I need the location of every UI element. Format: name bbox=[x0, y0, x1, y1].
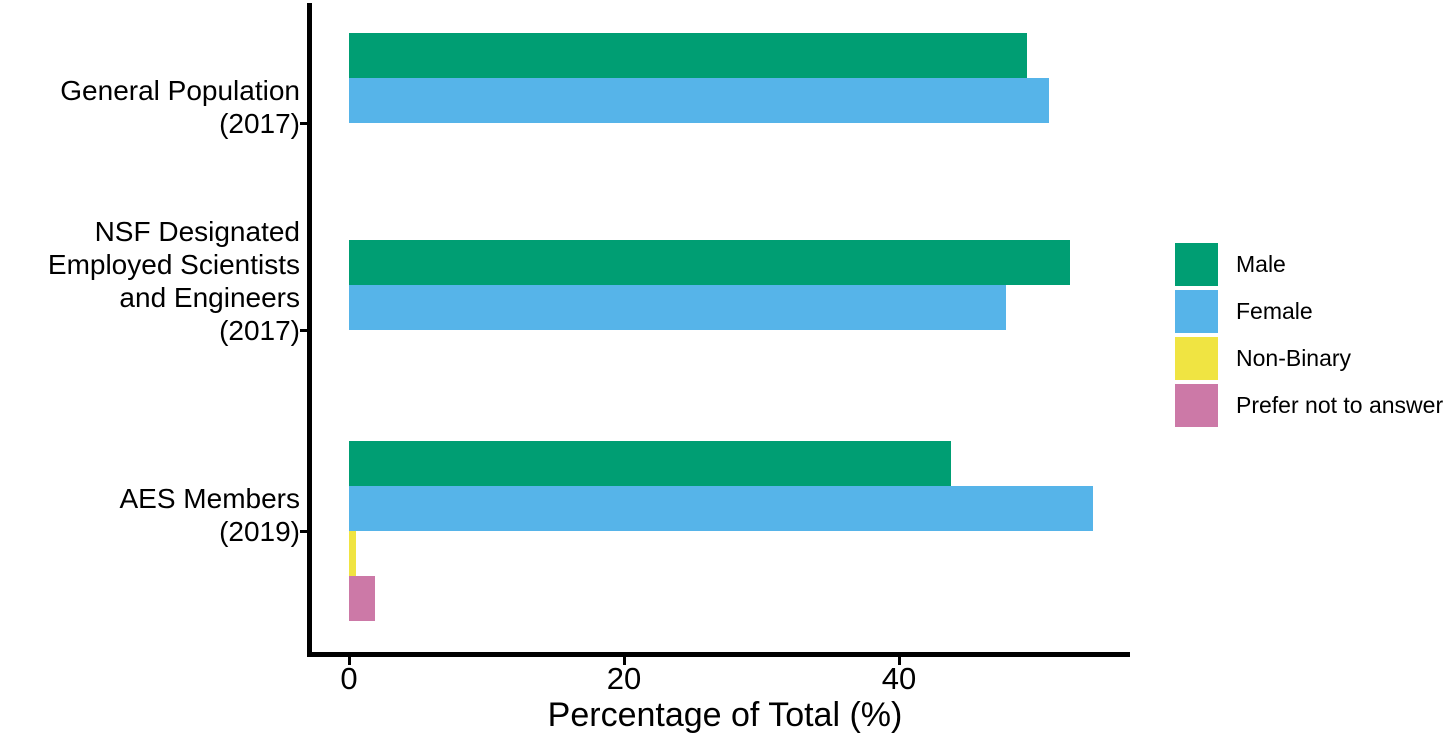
category-label-line: and Engineers bbox=[119, 281, 300, 313]
bar-male-group-1 bbox=[349, 240, 1070, 285]
category-label-line: Employed Scientists bbox=[47, 248, 300, 280]
bar-female-group-1 bbox=[349, 285, 1006, 330]
x-tick bbox=[348, 657, 351, 665]
bar-prefer-not-to-answer-group-2 bbox=[349, 576, 375, 621]
x-tick-label: 0 bbox=[340, 661, 358, 696]
legend-item-female: Female bbox=[1175, 290, 1443, 333]
legend-label: Non-Binary bbox=[1236, 345, 1352, 371]
y-tick bbox=[300, 122, 307, 125]
category-label-line: AES Members bbox=[119, 482, 301, 514]
y-tick bbox=[300, 329, 307, 332]
category-label-line: (2017) bbox=[219, 314, 300, 346]
legend-label: Prefer not to answer bbox=[1236, 392, 1444, 418]
legend-item-prefer-not-to-answer: Prefer not to answer bbox=[1175, 384, 1443, 427]
legend-label: Male bbox=[1236, 251, 1286, 277]
legend: Male Female Non-Binary Prefer not to answer bbox=[1175, 243, 1443, 431]
category-label: AES Members (2019) bbox=[120, 482, 301, 548]
bar-male-group-0 bbox=[349, 33, 1027, 78]
category-label: General Population (2017) bbox=[60, 74, 300, 140]
legend-item-male: Male bbox=[1175, 243, 1443, 286]
x-tick bbox=[623, 657, 626, 665]
category-label-line: General Population bbox=[60, 74, 300, 106]
x-tick-label: 20 bbox=[606, 661, 642, 696]
bar-female-group-2 bbox=[349, 486, 1093, 531]
category-label-line: NSF Designated bbox=[94, 215, 300, 247]
category-label-line: (2019) bbox=[219, 515, 300, 547]
bar-male-group-2 bbox=[349, 441, 951, 486]
legend-color-swatch bbox=[1175, 384, 1218, 427]
x-axis-line bbox=[307, 652, 1130, 657]
category-label-line: (2017) bbox=[219, 107, 300, 139]
legend-item-non-binary: Non-Binary bbox=[1175, 337, 1443, 380]
x-tick-label: 40 bbox=[881, 661, 917, 696]
x-tick bbox=[898, 657, 901, 665]
bar-female-group-0 bbox=[349, 78, 1049, 123]
x-axis-title: Percentage of Total (%) bbox=[547, 696, 903, 734]
y-tick bbox=[300, 530, 307, 533]
legend-label: Female bbox=[1236, 298, 1313, 324]
category-label: NSF Designated Employed Scientists and Eng… bbox=[48, 215, 300, 347]
legend-color-swatch bbox=[1175, 243, 1218, 286]
bar-non-binary-group-2 bbox=[349, 531, 356, 576]
legend-color-swatch bbox=[1175, 337, 1218, 380]
y-axis-line bbox=[307, 3, 312, 657]
legend-color-swatch bbox=[1175, 290, 1218, 333]
